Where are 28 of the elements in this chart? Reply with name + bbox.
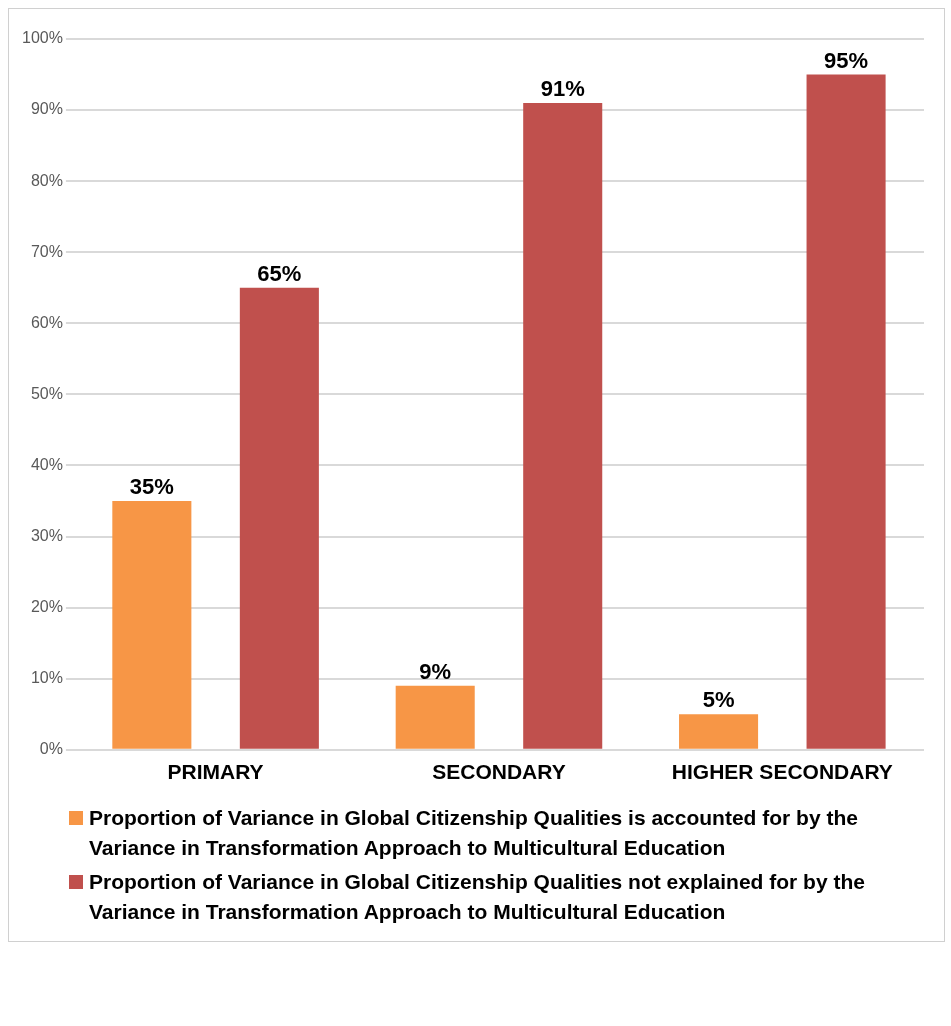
text: 95% xyxy=(824,47,869,73)
y-tick-label: 100% xyxy=(22,29,63,47)
legend-label: Proportion of Variance in Global Citizenship Qualities not explained for by the Variance in Transformation Approach to Multicultural Education xyxy=(89,869,866,925)
x-tick-label: PRIMARY xyxy=(167,760,264,784)
text: 35% xyxy=(129,474,174,500)
text: 5% xyxy=(702,687,735,713)
bar xyxy=(523,102,603,749)
bar xyxy=(395,685,475,749)
text: 91% xyxy=(540,76,585,102)
y-tick-label: 60% xyxy=(30,313,63,331)
y-tick-label: 30% xyxy=(30,526,63,544)
y-tick-label: 40% xyxy=(30,455,63,473)
y-tick-label: 90% xyxy=(30,100,63,118)
y-tick-label: 50% xyxy=(30,384,63,402)
bar xyxy=(239,287,319,749)
legend-label: Proportion of Variance in Global Citizenship Qualities is accounted for by the Variance in Transformation Approach to Multicultural Education xyxy=(89,805,859,861)
y-tick-label: 80% xyxy=(30,171,63,189)
y-tick-label: 70% xyxy=(30,242,63,260)
bar xyxy=(112,501,192,749)
bar xyxy=(679,714,759,749)
x-tick-label: SECONDARY xyxy=(432,760,566,784)
y-tick-label: 20% xyxy=(30,598,63,616)
text: 65% xyxy=(257,260,302,286)
text: 9% xyxy=(419,658,452,684)
y-tick-label: 10% xyxy=(30,669,63,687)
bar xyxy=(806,74,886,749)
y-tick-label: 0% xyxy=(39,740,63,758)
x-tick-label: HIGHER SECONDARY xyxy=(671,760,893,784)
